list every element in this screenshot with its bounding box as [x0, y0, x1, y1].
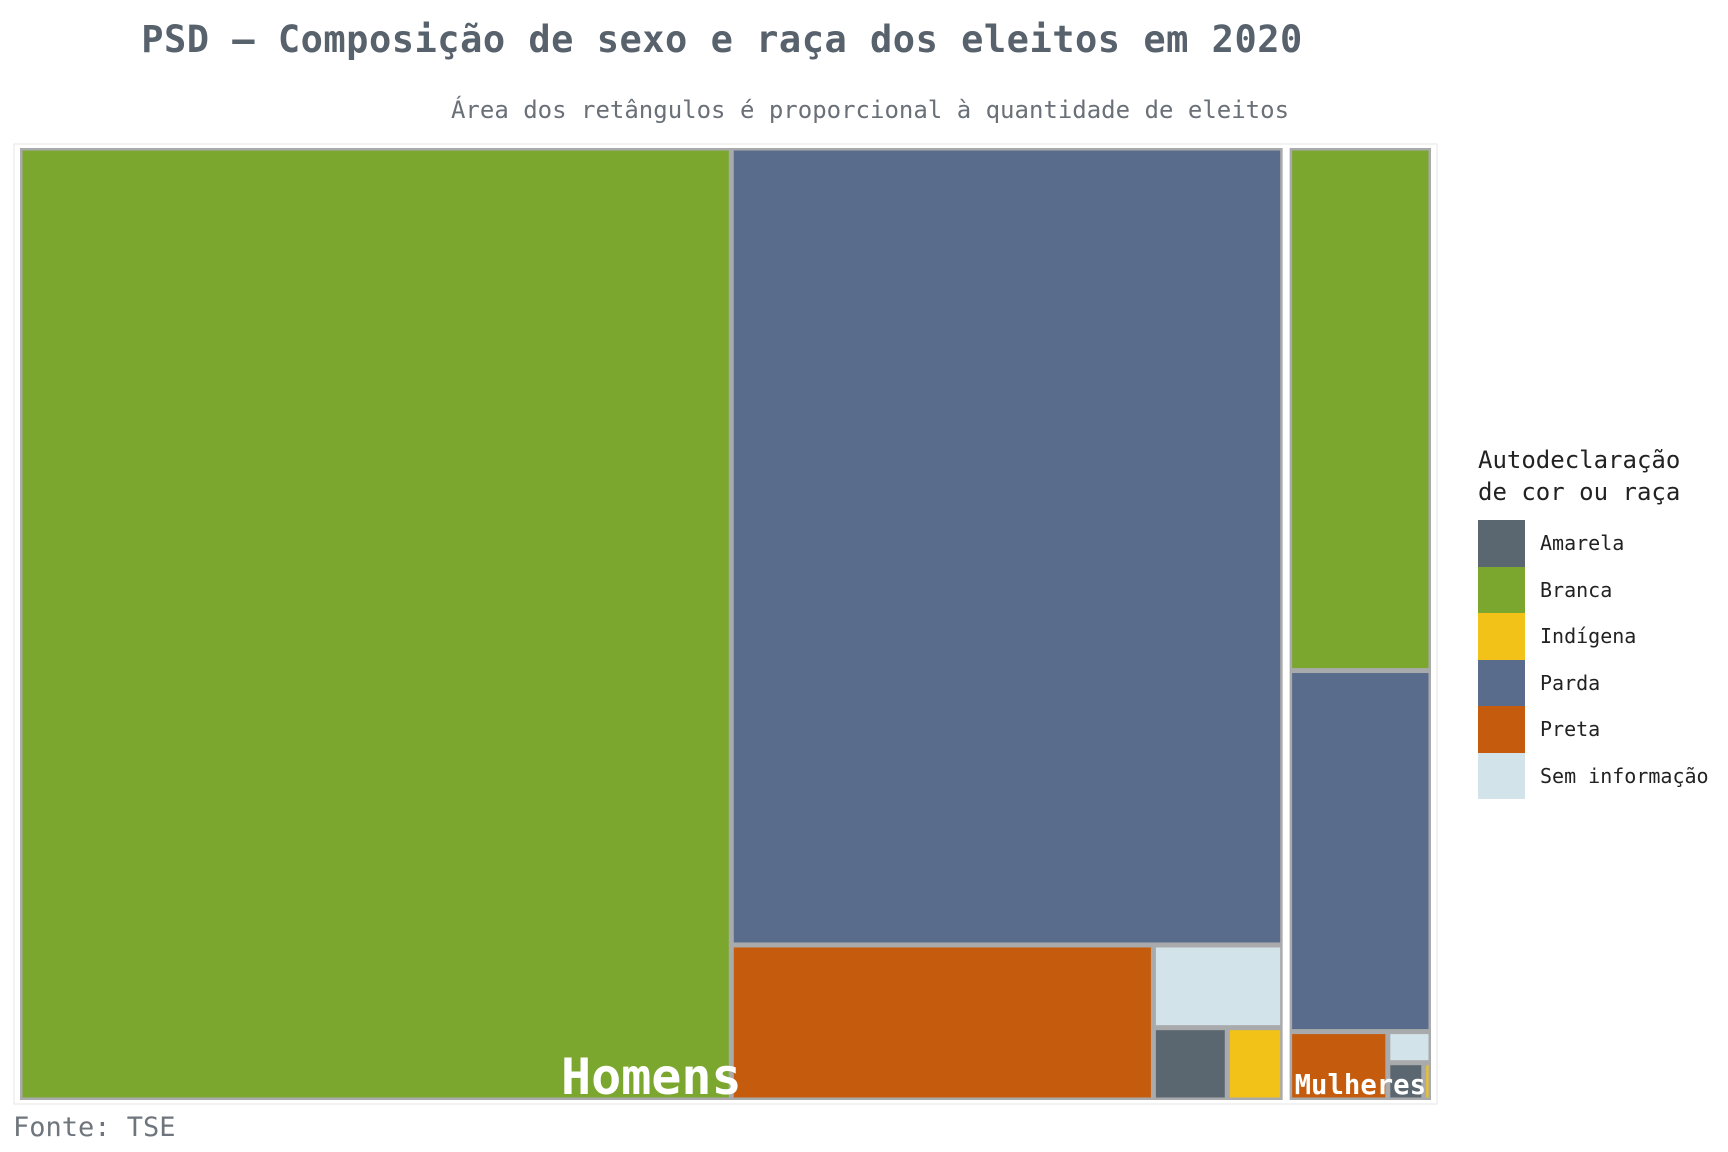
legend-label-branca: Branca	[1540, 577, 1613, 602]
legend-item-amarela: Amarela	[1478, 520, 1723, 567]
chart-subtitle: Área dos retângulos é proporcional à qua…	[450, 96, 1290, 124]
legend-title-line2: de cor ou raça	[1478, 478, 1681, 506]
tile-mulheres-ind-gena	[1426, 1065, 1429, 1098]
tile-homens-preta	[733, 947, 1151, 1098]
chart-title: PSD – Composição de sexo e raça dos elei…	[141, 18, 1303, 61]
legend-label-preta: Preta	[1540, 717, 1601, 742]
legend-swatch-sem-informacao	[1478, 752, 1525, 799]
tile-homens-amarela	[1155, 1030, 1225, 1098]
legend-item-sem-informacao: Sem informação	[1478, 752, 1723, 799]
legend-swatch-parda	[1478, 659, 1525, 706]
legend-label-indigena: Indígena	[1540, 624, 1637, 649]
legend-item-branca: Branca	[1478, 566, 1723, 613]
tile-homens-parda	[733, 150, 1281, 943]
legend-label-amarela: Amarela	[1540, 531, 1625, 556]
legend-title-line1: Autodeclaração	[1478, 446, 1681, 474]
tile-mulheres-amarela	[1390, 1065, 1422, 1098]
legend-swatch-branca	[1478, 566, 1525, 613]
tile-mulheres-sem-informa-o	[1390, 1034, 1429, 1061]
legend: Autodeclaração de cor ou raça Amarela Br…	[1478, 444, 1723, 799]
group-label-homens: Homens	[561, 1048, 742, 1106]
legend-title: Autodeclaração de cor ou raça	[1478, 444, 1723, 508]
tile-mulheres-parda	[1292, 673, 1429, 1030]
legend-swatch-amarela	[1478, 520, 1525, 567]
tile-homens-branca	[22, 150, 729, 1098]
legend-label-sem-informacao: Sem informação	[1540, 763, 1709, 788]
source-caption: Fonte: TSE	[13, 1112, 176, 1143]
tile-homens-sem-informa-o	[1155, 947, 1281, 1026]
group-label-mulheres: Mulheres	[1295, 1070, 1426, 1101]
tile-mulheres-preta	[1292, 1034, 1386, 1098]
legend-item-preta: Preta	[1478, 706, 1723, 753]
legend-swatch-preta	[1478, 706, 1525, 753]
tile-homens-ind-gena	[1229, 1030, 1281, 1098]
tile-mulheres-branca	[1292, 150, 1429, 669]
legend-label-parda: Parda	[1540, 670, 1601, 695]
legend-item-indigena: Indígena	[1478, 613, 1723, 660]
legend-item-parda: Parda	[1478, 659, 1723, 706]
legend-swatch-indigena	[1478, 613, 1525, 660]
